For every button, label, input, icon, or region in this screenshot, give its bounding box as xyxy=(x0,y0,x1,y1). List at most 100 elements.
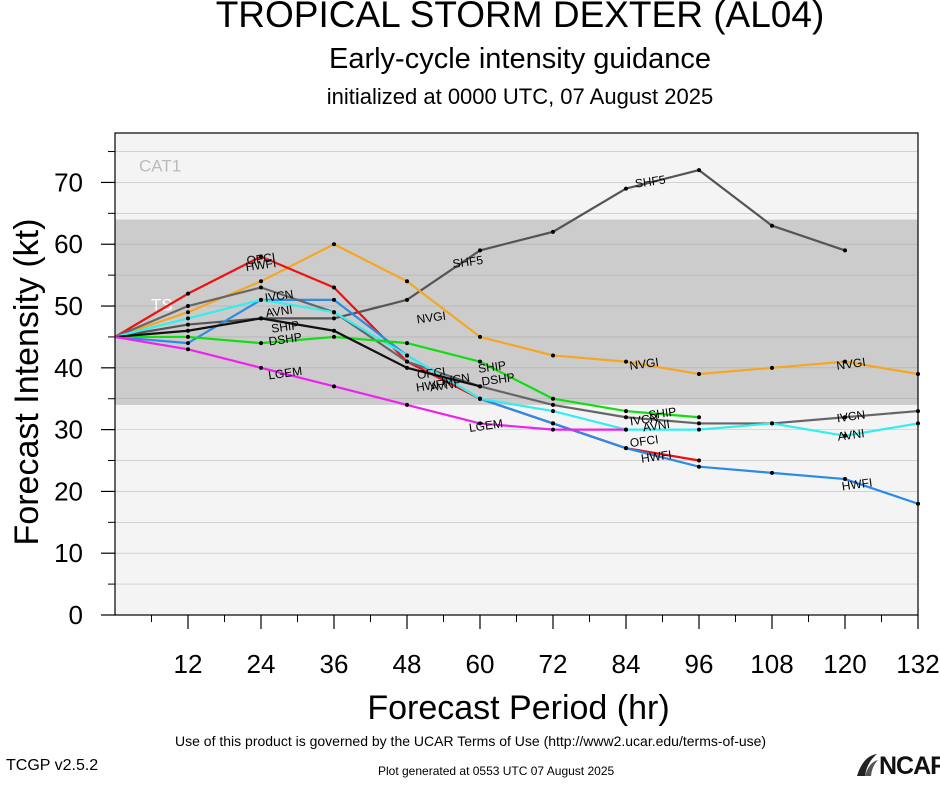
series-label-ofci: OFCI xyxy=(629,432,659,450)
y-tick-label: 40 xyxy=(54,353,83,383)
points-nvgi xyxy=(186,242,920,376)
x-tick-label: 84 xyxy=(612,649,641,679)
y-tick-label: 50 xyxy=(54,291,83,321)
data-point xyxy=(697,464,701,469)
points-lgem xyxy=(186,347,628,432)
x-tick-label: 96 xyxy=(685,649,714,679)
data-point xyxy=(843,359,847,364)
x-tick-label: 36 xyxy=(320,649,349,679)
series-label-lgem: LGEM xyxy=(267,364,303,383)
data-point xyxy=(697,427,701,432)
data-point xyxy=(259,285,263,290)
x-tick-label: 24 xyxy=(247,649,276,679)
series-label-ship: SHIP xyxy=(477,358,507,376)
series-label-ofci: OFCI xyxy=(246,250,276,268)
data-point xyxy=(259,316,263,321)
series-label-ship: SHIP xyxy=(648,404,678,422)
series-nvgi xyxy=(114,243,919,376)
series-label-ivcn: IVCN xyxy=(264,287,294,305)
data-point xyxy=(259,341,263,346)
chart-title: TROPICAL STORM DEXTER (AL04) xyxy=(215,0,825,35)
data-point xyxy=(551,427,555,432)
ncar-logo-icon xyxy=(857,754,878,776)
data-point xyxy=(843,248,847,253)
data-point xyxy=(332,384,336,389)
band-label-cat1: CAT1 xyxy=(139,156,181,175)
series-line-hwfi xyxy=(114,298,919,505)
data-point xyxy=(624,186,628,191)
x-tick-label: 48 xyxy=(393,649,422,679)
ncar-logo: NCAR xyxy=(855,750,940,780)
data-point xyxy=(624,359,628,364)
series-label-lgem: LGEM xyxy=(468,416,504,435)
data-point xyxy=(551,353,555,358)
data-point xyxy=(186,304,190,309)
data-point xyxy=(259,254,263,259)
data-point xyxy=(405,402,409,407)
series-line-ivcn xyxy=(114,286,919,425)
x-axis-label: Forecast Period (hr) xyxy=(367,689,669,727)
data-point xyxy=(405,341,409,346)
y-tick-label: 30 xyxy=(54,415,83,445)
data-point xyxy=(478,421,482,426)
data-point xyxy=(697,421,701,426)
data-point xyxy=(770,470,774,475)
band-label-ts: TS xyxy=(151,295,173,314)
data-point xyxy=(478,359,482,364)
data-point xyxy=(332,310,336,315)
data-point xyxy=(551,402,555,407)
data-point xyxy=(770,421,774,426)
chart-init-time: initialized at 0000 UTC, 07 August 2025 xyxy=(326,84,714,109)
data-point xyxy=(551,421,555,426)
series-ivcn xyxy=(114,286,919,425)
y-tick-label: 10 xyxy=(54,538,83,568)
data-point xyxy=(697,415,701,420)
y-tick-label: 70 xyxy=(54,167,83,197)
series-label-avni: AVNI xyxy=(837,426,866,444)
terms-of-use-text: Use of this product is governed by the U… xyxy=(175,733,767,749)
series-label-nvgi: NVGI xyxy=(629,355,660,373)
y-tick-label: 20 xyxy=(54,476,83,506)
generated-time-text: Plot generated at 0553 UTC 07 August 202… xyxy=(378,764,615,778)
data-point xyxy=(624,427,628,432)
series-label-ship: SHIP xyxy=(270,318,300,336)
data-point xyxy=(332,334,336,339)
x-tick-label: 132 xyxy=(896,649,939,679)
data-point xyxy=(697,168,701,173)
data-point xyxy=(186,322,190,327)
data-point xyxy=(405,279,409,284)
x-tick-label: 120 xyxy=(823,649,866,679)
series-label-hwfi: HWFI xyxy=(415,376,447,394)
data-point xyxy=(186,347,190,352)
series-label-avni: AVNI xyxy=(265,303,294,321)
x-tick-label: 12 xyxy=(174,649,203,679)
series-label-ofci: OFCI xyxy=(416,364,446,382)
x-tick-label: 108 xyxy=(750,649,793,679)
data-point xyxy=(551,409,555,414)
data-point xyxy=(332,285,336,290)
data-point xyxy=(186,334,190,339)
series-label-avni: AVNI xyxy=(642,417,671,435)
series-label-ivcn: IVCN xyxy=(629,411,659,429)
series-label-ivcn: IVCN xyxy=(440,370,470,388)
data-point xyxy=(259,279,263,284)
data-point xyxy=(332,328,336,333)
data-point xyxy=(697,458,701,463)
chart-subtitle: Early-cycle intensity guidance xyxy=(328,43,711,75)
data-point xyxy=(405,365,409,370)
data-point xyxy=(478,396,482,401)
series-label-nvgi: NVGI xyxy=(416,309,447,327)
data-point xyxy=(551,396,555,401)
data-point xyxy=(551,229,555,234)
data-point xyxy=(186,310,190,315)
data-point xyxy=(843,477,847,482)
series-label-hwfi: HWFI xyxy=(245,256,277,274)
points-dshp xyxy=(186,316,482,389)
data-point xyxy=(478,334,482,339)
series-label-dshp: DSHP xyxy=(268,330,303,349)
data-point xyxy=(770,365,774,370)
data-point xyxy=(478,248,482,253)
x-tick-label: 60 xyxy=(466,649,495,679)
y-axis-label: Forecast Intensity (kt) xyxy=(8,219,46,546)
series-label-hwfi: HWFI xyxy=(841,475,873,493)
